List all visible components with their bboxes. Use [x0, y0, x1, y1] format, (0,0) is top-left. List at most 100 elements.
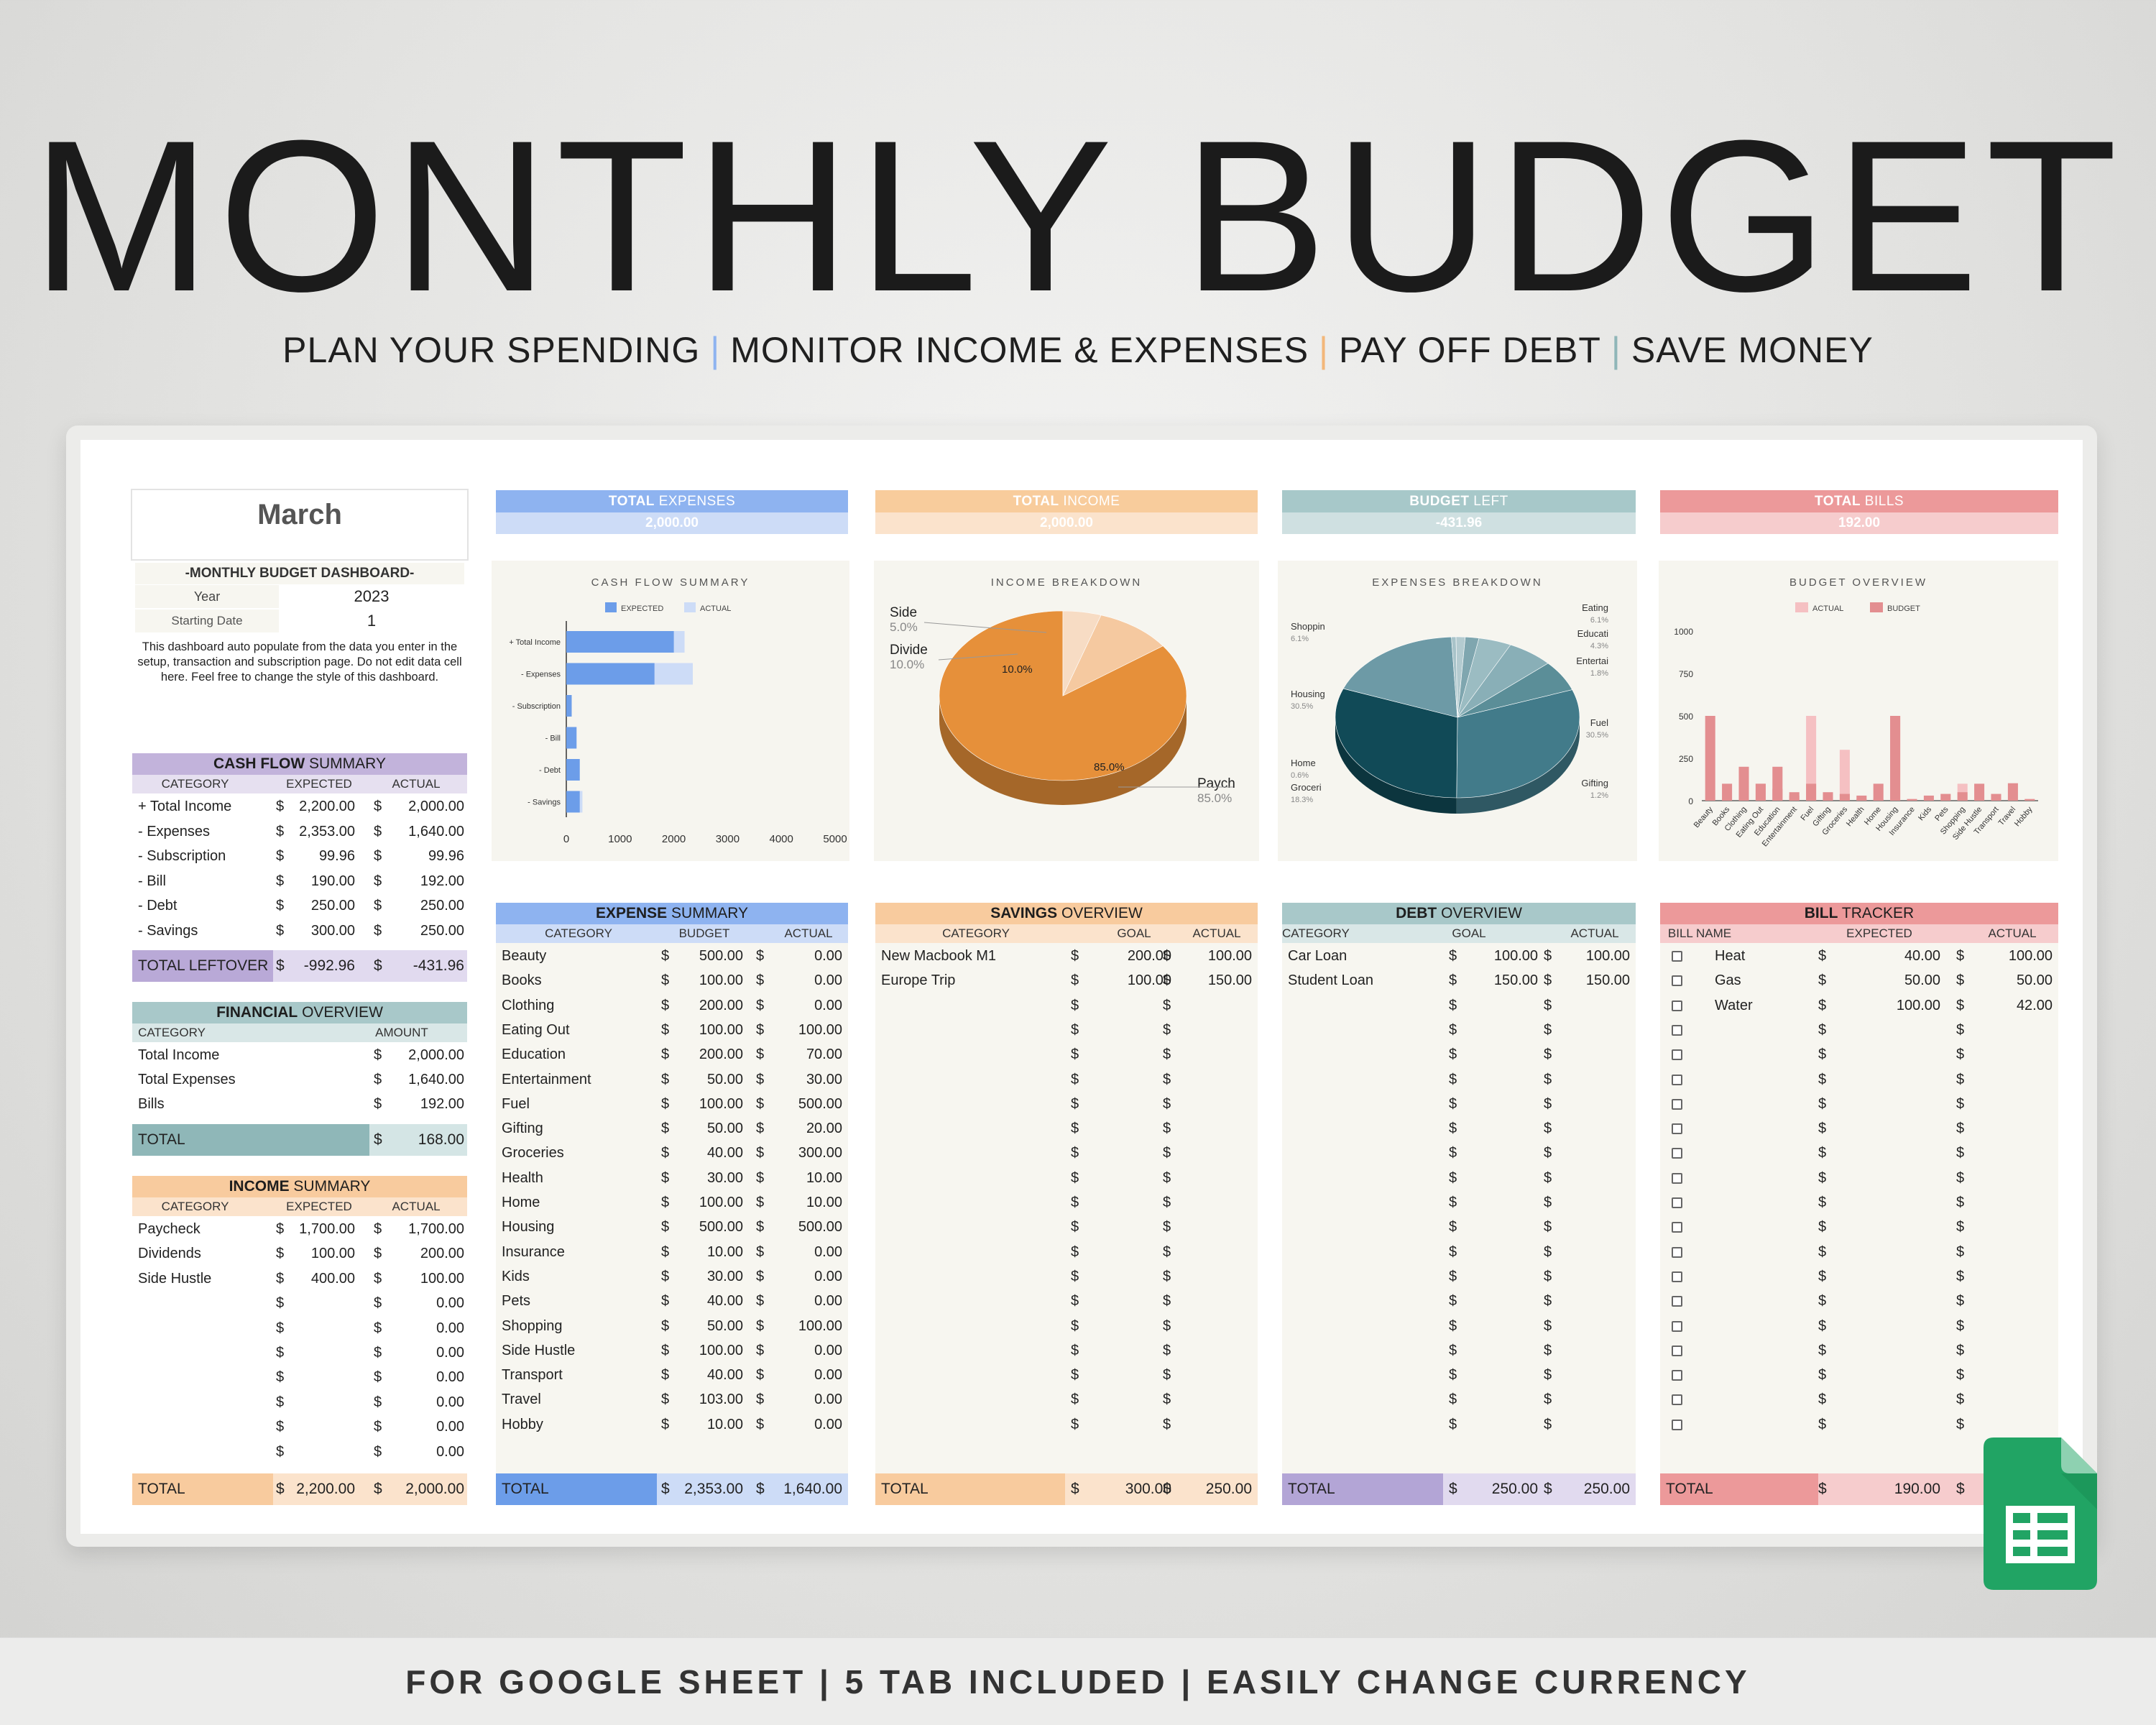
currency-symbol: $ — [1818, 1392, 1827, 1408]
bill-paid-checkbox[interactable] — [1672, 1370, 1682, 1381]
income-chart: INCOME BREAKDOWN 85.0% 10.0% Paych 85.0% Sid… — [874, 561, 1259, 861]
currency-symbol: $ — [1449, 1367, 1457, 1384]
row-label: - Bill — [138, 873, 166, 889]
bill-paid-checkbox[interactable] — [1672, 1000, 1682, 1011]
bar-overlap — [1873, 799, 1884, 801]
slice-pct: 4.3% — [1590, 642, 1608, 650]
currency-symbol: $ — [1818, 1317, 1827, 1334]
row-value: $ — [374, 898, 382, 914]
currency-symbol: $ — [1818, 1268, 1827, 1284]
bills-table-header: BILL TRACKER — [1660, 903, 2058, 924]
table-title-rest: SUMMARY — [305, 755, 386, 772]
bar-budget — [1738, 766, 1749, 801]
bill-paid-checkbox[interactable] — [1672, 1024, 1682, 1036]
row-value: $ — [276, 1369, 285, 1386]
row-value: $ — [756, 972, 765, 989]
row-label: Total Expenses — [138, 1072, 236, 1087]
bill-paid-checkbox[interactable] — [1672, 975, 1682, 987]
category-label: - Savings — [528, 799, 561, 807]
row-value: 200.00 — [699, 1046, 743, 1063]
tick-label: 5000 — [823, 833, 847, 845]
bill-paid-checkbox[interactable] — [1672, 1296, 1682, 1307]
table-row — [1660, 1068, 2058, 1092]
currency-symbol: $ — [1449, 1317, 1457, 1334]
row-label: Clothing — [502, 997, 555, 1013]
row-value: 0.00 — [814, 1268, 842, 1284]
total-label-cell — [1660, 1473, 1818, 1505]
row-value: $ — [374, 1443, 382, 1460]
row-value: $ — [374, 1345, 382, 1361]
bill-paid-checkbox[interactable] — [1672, 1148, 1682, 1159]
row-value: 100.00 — [699, 1342, 743, 1358]
row-value: 100.00 — [1207, 948, 1252, 964]
table-row — [1660, 1167, 2058, 1191]
bill-paid-checkbox[interactable] — [1672, 1320, 1682, 1332]
currency-symbol: $ — [1163, 1071, 1171, 1087]
total-value: -431.96 — [413, 957, 464, 974]
total-value: -992.96 — [303, 957, 355, 974]
row-value: 500.00 — [699, 1219, 743, 1236]
currency-symbol: $ — [1544, 1392, 1552, 1408]
currency-symbol: $ — [1956, 1021, 1965, 1038]
currency-symbol: $ — [1544, 1169, 1552, 1186]
bar-expected — [566, 791, 580, 813]
currency-symbol: $ — [1818, 1095, 1827, 1112]
bill-paid-checkbox[interactable] — [1672, 1098, 1682, 1110]
total-value: 250.00 — [1205, 1481, 1252, 1497]
bar-overlap — [1957, 792, 1968, 801]
table-title-rest: OVERVIEW — [1057, 905, 1143, 921]
currency-symbol: $ — [1449, 1195, 1457, 1210]
column-header: EXPECTED — [286, 1200, 352, 1213]
slice-pct: 10.0% — [890, 658, 924, 671]
google-sheets-icon — [1984, 1438, 2097, 1590]
slice-pct: 6.1% — [1291, 635, 1309, 643]
currency-symbol: $ — [1163, 1046, 1171, 1063]
year-row: Year 2023 — [135, 585, 464, 608]
currency-symbol: $ — [1818, 1293, 1827, 1310]
kpi-header: TOTAL INCOME — [875, 490, 1258, 512]
pie-slice — [1456, 689, 1580, 799]
bill-paid-checkbox[interactable] — [1672, 1074, 1682, 1085]
slice-label: Side — [890, 605, 917, 620]
bar-overlap — [1772, 788, 1783, 801]
row-label: Heat — [1715, 948, 1746, 964]
row-value: 200.00 — [420, 1246, 464, 1262]
bill-paid-checkbox[interactable] — [1672, 951, 1682, 962]
total-label-cell — [496, 1473, 657, 1505]
currency-symbol: $ — [1449, 1071, 1457, 1087]
table-row — [875, 1167, 1258, 1191]
bill-paid-checkbox[interactable] — [1672, 1271, 1682, 1282]
start-row: Starting Date 1 — [135, 610, 464, 632]
row-value: $ — [1956, 948, 1965, 964]
row-value: $ — [1818, 997, 1827, 1013]
table-title: DEBT — [1396, 905, 1437, 921]
bar-budget — [1923, 795, 1934, 801]
bill-paid-checkbox[interactable] — [1672, 1246, 1682, 1258]
tagline-save: SAVE MONEY — [1631, 330, 1874, 370]
row-value: $ — [756, 1021, 765, 1038]
total-value: $ — [374, 1131, 382, 1148]
bill-paid-checkbox[interactable] — [1672, 1419, 1682, 1430]
row-value: 250.00 — [310, 898, 355, 914]
total-value: 300.00 — [1125, 1481, 1171, 1497]
row-value: 30.00 — [706, 1169, 743, 1186]
row-label: Books — [502, 972, 542, 989]
slice-label: Divide — [890, 643, 928, 658]
bill-paid-checkbox[interactable] — [1672, 1049, 1682, 1061]
bill-paid-checkbox[interactable] — [1672, 1394, 1682, 1406]
currency-symbol: $ — [1818, 1219, 1827, 1236]
currency-symbol: $ — [1956, 1268, 1965, 1284]
bill-paid-checkbox[interactable] — [1672, 1345, 1682, 1356]
bill-paid-checkbox[interactable] — [1672, 1172, 1682, 1184]
currency-symbol: $ — [1818, 1021, 1827, 1038]
bill-paid-checkbox[interactable] — [1672, 1222, 1682, 1233]
expense-table-header: EXPENSE SUMMARY — [496, 903, 848, 924]
bar-overlap — [1856, 799, 1867, 801]
bill-paid-checkbox[interactable] — [1672, 1197, 1682, 1208]
currency-symbol: $ — [1544, 1145, 1552, 1162]
currency-symbol: $ — [1449, 1219, 1457, 1236]
kpi-label: BUDGET — [1409, 494, 1470, 509]
currency-symbol: $ — [1163, 1317, 1171, 1334]
bill-paid-checkbox[interactable] — [1672, 1123, 1682, 1135]
row-value: 0.00 — [436, 1320, 464, 1336]
